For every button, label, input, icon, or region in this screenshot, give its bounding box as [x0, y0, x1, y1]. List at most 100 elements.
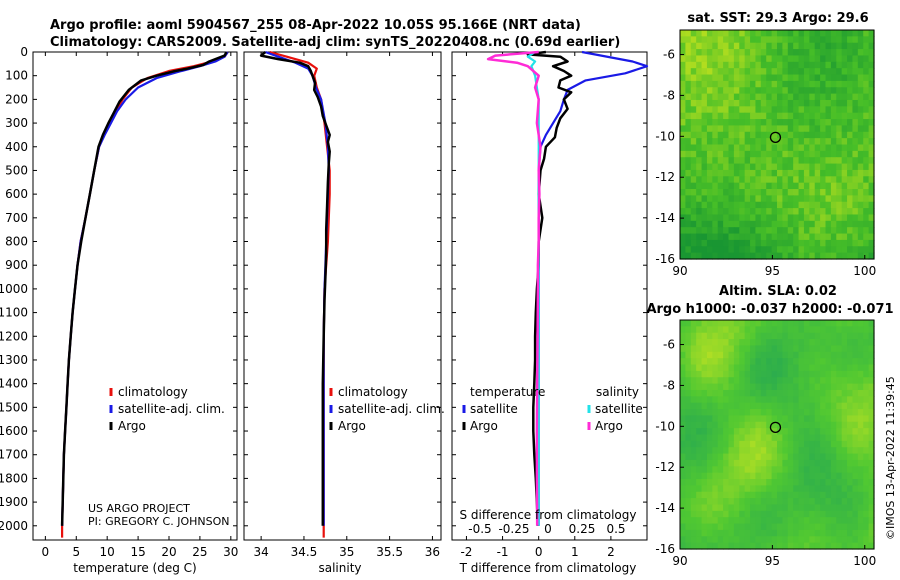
- sla_map-cell: [696, 485, 703, 493]
- sst_map-cell: [809, 150, 816, 158]
- sla_map-cell: [841, 409, 848, 417]
- sst_map-cell: [706, 150, 713, 158]
- sla_map-cell: [820, 498, 827, 506]
- sst_map-cell: [706, 169, 713, 177]
- sst_map-cell: [733, 68, 740, 76]
- sst_map-cell: [733, 131, 740, 139]
- sst_map-cell: [847, 169, 854, 177]
- sst_map-cell: [771, 125, 778, 133]
- figure-title-line2: Climatology: CARS2009. Satellite-adj cli…: [50, 35, 620, 50]
- sla_map-cell: [868, 517, 875, 525]
- sla_map-cell: [728, 523, 735, 531]
- sla_map-cell: [755, 377, 762, 385]
- sst_map-cell: [847, 99, 854, 107]
- sla_map-cell: [803, 453, 810, 461]
- sst_map-cell: [728, 176, 735, 184]
- sla_map-cell: [868, 542, 875, 550]
- sla_map-cell: [750, 339, 757, 347]
- sst_map-cell: [690, 112, 697, 120]
- temperature-panel: 0 5 10 15 20 25 300100200300400500600700800900…: [0, 45, 238, 559]
- sla_map-cell: [685, 351, 692, 359]
- sla_map-cell: [793, 402, 800, 410]
- sst_map-cell: [868, 74, 875, 82]
- sst_map-cell: [728, 49, 735, 57]
- sla_map-cell: [766, 339, 773, 347]
- temperature-legend-label: climatology: [118, 385, 188, 399]
- sst_map-cell: [809, 163, 816, 171]
- sla_map-cell: [809, 421, 816, 429]
- sst_map-cell: [690, 214, 697, 222]
- sst_map-cell: [841, 214, 848, 222]
- sla_map-cell: [803, 377, 810, 385]
- sst_map-cell: [755, 87, 762, 95]
- sst_map-cell: [868, 68, 875, 76]
- sst_map-cell: [809, 74, 816, 82]
- sst_map-cell: [771, 99, 778, 107]
- sla_map-cell: [787, 479, 794, 486]
- sla_map-cell: [755, 389, 762, 397]
- sla_map-cell: [830, 466, 837, 474]
- sla_map-cell: [723, 396, 730, 404]
- sst_map-cell: [841, 163, 848, 171]
- sla_map-cell: [830, 389, 837, 397]
- sst_map-cell: [701, 93, 708, 101]
- sst_map-cell: [739, 144, 746, 152]
- sst_map-cell: [863, 131, 870, 139]
- sst_map-cell: [820, 163, 827, 171]
- sla_map-cell: [852, 472, 859, 480]
- sst_map-cell: [830, 36, 837, 44]
- sla_map-cell: [777, 536, 783, 544]
- sst_map-cell: [857, 80, 864, 88]
- sla_map-cell: [798, 517, 805, 525]
- sst_map-cell: [787, 169, 794, 177]
- sla_map-cell: [809, 389, 816, 397]
- sla_map-cell: [809, 466, 816, 474]
- sst_map-cell: [798, 182, 805, 190]
- sst_map-cell: [836, 125, 843, 133]
- sla_map-cell: [760, 339, 767, 347]
- sst_map-cell: [750, 74, 757, 82]
- sla_map-cell: [836, 358, 843, 366]
- sla_map-cell: [760, 370, 767, 378]
- sst_map-cell: [836, 208, 843, 216]
- sst_map-cell: [798, 80, 805, 88]
- sla_map-cell: [820, 453, 827, 461]
- temperature-ytick-label: 200: [5, 92, 28, 106]
- sst_map-cell: [680, 55, 686, 63]
- sst_map-cell: [750, 49, 757, 57]
- sla_map-cell: [857, 498, 864, 506]
- sst_map-cell: [680, 106, 686, 114]
- sst_map-cell: [803, 42, 810, 50]
- sla_map-cell: [712, 370, 719, 378]
- sst_map-cell: [825, 195, 832, 203]
- temperature-ytick-label: 1800: [0, 471, 28, 485]
- sla_map-cell: [782, 332, 789, 340]
- salinity-xtick-label: 36: [425, 545, 440, 559]
- sst_map-cell: [750, 144, 757, 152]
- sst_map-cell: [830, 68, 837, 76]
- sla_map-cell: [723, 517, 730, 525]
- sst_map-cell: [706, 144, 713, 152]
- sst_map-cell: [723, 150, 730, 158]
- sla_map-cell: [766, 440, 773, 448]
- salinity-panel: 34 34.5 35 35.5 36climatologysatellite-adj. …: [243, 50, 445, 559]
- sst_map-cell: [825, 246, 832, 254]
- sst_map-cell: [771, 233, 778, 241]
- sst_map-cell: [820, 42, 827, 50]
- sst_map-cell: [841, 42, 848, 50]
- sla_map-cell: [847, 466, 854, 474]
- sst_map-cell: [755, 157, 762, 165]
- sla_map-cell: [803, 542, 810, 550]
- sla_map-cell: [863, 421, 870, 429]
- sst_map-cell: [863, 220, 870, 228]
- sst_map-cell: [820, 214, 827, 222]
- sla_map-cell: [690, 491, 697, 499]
- sst_map-cell: [787, 68, 794, 76]
- sst_map-cell: [712, 42, 719, 50]
- sst_map-cell: [777, 182, 783, 190]
- sst_map-cell: [750, 246, 757, 254]
- sla_map-cell: [739, 440, 746, 448]
- sst_map-cell: [841, 68, 848, 76]
- sst_map-cell: [777, 125, 783, 133]
- sst_map-cell: [836, 106, 843, 114]
